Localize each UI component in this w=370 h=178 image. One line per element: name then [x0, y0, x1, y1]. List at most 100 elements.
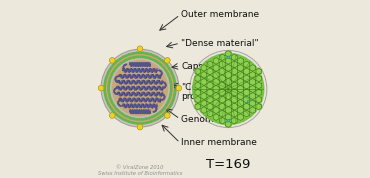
Circle shape [231, 110, 238, 117]
Circle shape [165, 62, 166, 64]
Circle shape [144, 52, 145, 53]
Polygon shape [213, 100, 219, 107]
Circle shape [168, 99, 169, 101]
Circle shape [225, 58, 232, 64]
Polygon shape [256, 96, 262, 103]
Circle shape [168, 58, 169, 60]
Circle shape [207, 68, 213, 75]
Polygon shape [231, 61, 238, 68]
Circle shape [111, 109, 112, 111]
Circle shape [155, 60, 156, 62]
Circle shape [172, 74, 174, 75]
Circle shape [166, 72, 168, 73]
Circle shape [179, 89, 181, 91]
Circle shape [227, 120, 229, 122]
Circle shape [137, 124, 143, 130]
Circle shape [161, 59, 162, 61]
Circle shape [225, 85, 232, 93]
Circle shape [177, 89, 179, 91]
Circle shape [219, 103, 226, 110]
Circle shape [114, 62, 115, 64]
Circle shape [243, 89, 250, 96]
Circle shape [225, 100, 232, 107]
Polygon shape [213, 64, 219, 71]
Circle shape [110, 115, 111, 117]
Text: T=169: T=169 [206, 158, 250, 171]
Circle shape [166, 103, 168, 104]
Circle shape [148, 121, 150, 123]
Circle shape [121, 57, 123, 58]
Polygon shape [225, 100, 231, 107]
Circle shape [110, 113, 115, 118]
Polygon shape [225, 57, 231, 64]
Circle shape [131, 57, 132, 59]
Circle shape [168, 76, 169, 77]
Circle shape [213, 65, 219, 71]
Circle shape [168, 113, 169, 115]
Circle shape [237, 78, 244, 85]
Circle shape [171, 91, 172, 93]
Polygon shape [207, 75, 213, 82]
Circle shape [177, 85, 179, 87]
Circle shape [164, 107, 166, 108]
Polygon shape [213, 92, 219, 100]
Polygon shape [219, 68, 225, 75]
Circle shape [120, 62, 122, 64]
Circle shape [169, 79, 171, 81]
Polygon shape [207, 103, 213, 110]
Circle shape [170, 105, 172, 107]
Polygon shape [256, 103, 262, 110]
Circle shape [225, 93, 232, 100]
Polygon shape [256, 89, 262, 96]
Polygon shape [219, 82, 225, 89]
Circle shape [108, 87, 109, 89]
Circle shape [195, 96, 201, 103]
Polygon shape [231, 68, 238, 75]
Circle shape [158, 62, 160, 64]
Circle shape [176, 85, 182, 91]
Circle shape [225, 107, 232, 114]
Circle shape [249, 72, 256, 78]
Polygon shape [238, 64, 243, 71]
Polygon shape [195, 103, 201, 110]
Circle shape [108, 83, 110, 85]
Circle shape [151, 116, 153, 118]
Circle shape [111, 66, 112, 67]
Circle shape [174, 83, 176, 84]
Polygon shape [219, 54, 225, 61]
Circle shape [139, 52, 141, 53]
Circle shape [225, 121, 231, 127]
Circle shape [111, 99, 112, 101]
Polygon shape [207, 89, 213, 96]
Polygon shape [207, 110, 213, 117]
Circle shape [243, 68, 250, 75]
Polygon shape [219, 75, 225, 82]
Circle shape [105, 78, 106, 80]
Polygon shape [195, 89, 201, 96]
Circle shape [201, 86, 207, 92]
Circle shape [100, 89, 102, 91]
Polygon shape [219, 61, 225, 68]
Polygon shape [195, 82, 201, 89]
Polygon shape [225, 121, 231, 127]
Circle shape [126, 55, 127, 56]
Polygon shape [219, 103, 225, 110]
Circle shape [166, 61, 168, 63]
Polygon shape [237, 85, 243, 93]
Circle shape [169, 95, 171, 97]
Text: "Dense material": "Dense material" [181, 39, 259, 48]
Circle shape [171, 87, 172, 89]
Polygon shape [250, 93, 256, 100]
Circle shape [249, 93, 256, 99]
Circle shape [111, 61, 113, 63]
Circle shape [192, 53, 265, 125]
Circle shape [195, 82, 201, 89]
Circle shape [201, 100, 207, 106]
Circle shape [237, 107, 244, 113]
Circle shape [164, 68, 166, 70]
Circle shape [165, 60, 166, 62]
Circle shape [109, 79, 111, 81]
Polygon shape [207, 96, 213, 103]
Circle shape [231, 89, 238, 96]
Circle shape [153, 120, 154, 122]
